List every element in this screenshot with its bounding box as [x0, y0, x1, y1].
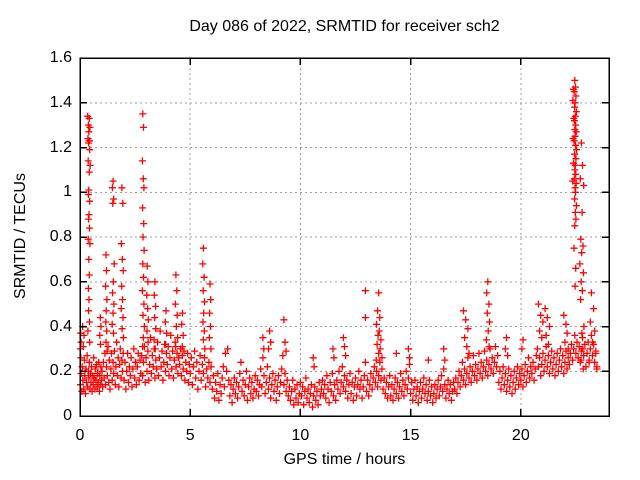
y-tick-label-1.2: 1.2 [49, 138, 72, 156]
y-tick-label-0.4: 0.4 [49, 317, 72, 335]
y-tick-label-1: 1 [63, 183, 72, 201]
y-tick-label-1.6: 1.6 [49, 49, 72, 66]
chart-title: Day 086 of 2022, SRMTID for receiver sch… [189, 18, 500, 35]
y-tick-label-0.2: 0.2 [49, 362, 72, 380]
x-tick-label-20: 20 [511, 427, 530, 444]
x-tick-label-10: 10 [291, 427, 310, 444]
axis-ticks [79, 57, 609, 417]
data-points [76, 76, 601, 411]
grid-lines [80, 58, 609, 416]
y-tick-label-0.8: 0.8 [49, 228, 72, 245]
y-tick-label-0: 0 [63, 407, 72, 424]
y-tick-label-1.4: 1.4 [49, 93, 72, 111]
x-tick-label-0: 0 [75, 427, 85, 444]
x-tick-label-5: 5 [185, 427, 195, 444]
x-axis-label: GPS time / hours [283, 451, 406, 468]
x-tick-label-15: 15 [401, 427, 420, 444]
y-tick-label-0.6: 0.6 [49, 272, 72, 290]
